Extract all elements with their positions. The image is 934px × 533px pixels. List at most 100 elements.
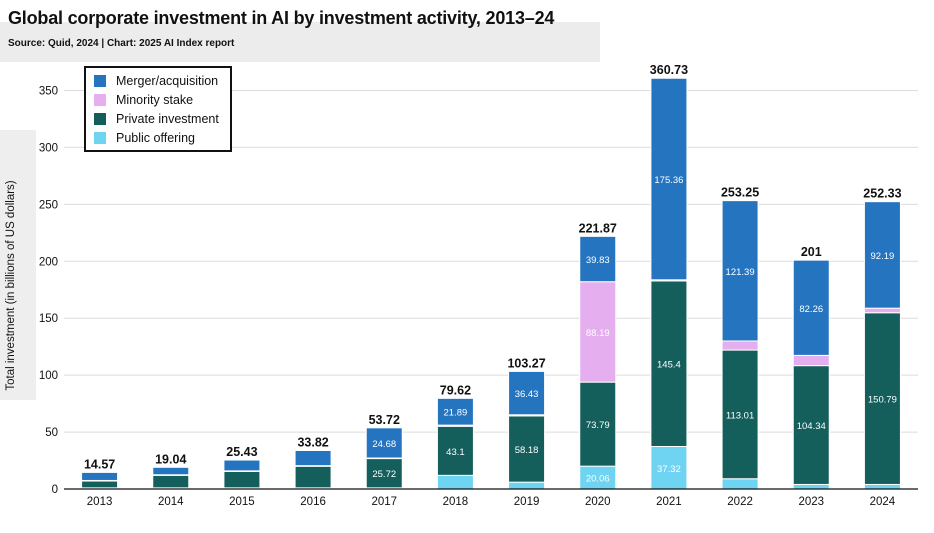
chart-source: Source: Quid, 2024 | Chart: 2025 AI Inde… [8,38,235,49]
legend-item-public: Public offering [94,129,195,147]
bar-total-label: 79.62 [440,383,471,397]
y-axis-label-band [0,130,36,400]
legend-item-private: Private investment [94,110,219,128]
bar-total-label: 360.73 [650,63,688,77]
bar-segment-label: 82.26 [799,304,823,315]
x-tick-label: 2023 [798,496,824,508]
bar-total-label: 252.33 [863,187,901,201]
bar-segment [152,474,190,489]
bar-segment-label: 24.68 [372,439,396,450]
bar-segment [863,312,901,485]
bar-total-label: 253.25 [721,186,759,200]
bar-segment [792,483,830,490]
x-tick-label: 2024 [870,496,896,508]
bar-total-label: 53.72 [369,413,400,427]
bar-segment [365,427,403,459]
bar-segment-label: 92.19 [871,251,895,262]
bar-segment [294,465,332,489]
bar-segment [863,483,901,490]
bar-segment [650,77,688,281]
bar-total-label: 25.43 [226,445,257,459]
bar-segment [579,281,617,383]
bar-segment [294,449,332,467]
bar-segment-label: 175.36 [654,175,683,186]
y-tick-label: 250 [39,199,58,211]
bar-segment-label: 104.34 [797,421,826,432]
y-tick-label: 50 [45,427,58,439]
bar-segment [365,458,403,489]
bar-segment [792,259,830,356]
legend-swatch-merger [94,75,106,87]
legend-item-minority: Minority stake [94,91,193,109]
bar-segment [436,474,474,490]
bar-segment-label: 21.89 [444,408,468,419]
bar-segment-label: 20.06 [586,474,610,485]
legend-swatch-minority [94,94,106,106]
bar-segment [863,307,901,314]
bar-segment-label: 39.83 [586,255,610,266]
x-tick-label: 2015 [229,496,255,508]
legend-label-minority: Minority stake [116,93,194,107]
bar-segment-label: 36.43 [515,389,539,400]
bar-total-label: 103.27 [507,356,545,370]
x-tick-label: 2017 [371,496,397,508]
x-tick-label: 2018 [443,496,469,508]
source-band [0,22,600,62]
legend-swatch-public [94,132,106,144]
bar-segment [223,470,261,489]
y-axis-label: Total investment (in billions of US doll… [5,180,17,390]
y-tick-label: 200 [39,256,58,268]
bar-segment [721,478,759,490]
y-tick-label: 150 [39,313,58,325]
bar-segment [579,235,617,283]
chart-title: Global corporate investment in AI by inv… [8,8,555,28]
bar-segment [721,340,759,351]
bar-segment [152,466,190,476]
bar-segment-label: 73.79 [586,420,610,431]
y-tick-label: 100 [39,370,58,382]
x-tick-label: 2021 [656,496,682,508]
bar-segment [81,480,119,489]
bar-segment [508,415,546,483]
bar-total-label: 14.57 [84,457,115,471]
bar-segment-label: 113.01 [726,410,754,421]
bar-segment-label: 25.72 [372,469,396,480]
legend-item-merger: Merger/acquisition [94,72,218,90]
bar-segment-label: 37.32 [657,464,681,475]
bar-segment [650,280,688,448]
x-tick-label: 2020 [585,496,611,508]
legend-label-merger: Merger/acquisition [116,74,219,88]
bar-segment [721,200,759,342]
bar-segment-label: 145.4 [657,360,681,371]
bar-segment [81,471,119,481]
legend-label-private: Private investment [116,112,219,126]
bar-segment [863,201,901,309]
bar-segment-label: 150.79 [868,395,897,406]
legend-swatch-private [94,113,106,125]
y-tick-label: 350 [39,85,58,97]
bar-segment [508,481,546,490]
bar-segment-label: 121.39 [726,267,755,278]
x-tick-label: 2013 [87,496,113,508]
bar-total-label: 201 [801,245,822,259]
bar-segment [436,425,474,476]
bar-segment [579,381,617,467]
bar-segment [223,459,261,472]
bar-segment [436,397,474,426]
x-tick-label: 2022 [727,496,753,508]
x-tick-label: 2019 [514,496,540,508]
bar-segment [792,354,830,367]
legend-label-public: Public offering [116,131,195,145]
bar-segment [792,365,830,485]
bar-segment-label: 58.18 [515,445,539,456]
bar-total-label: 19.04 [155,452,186,466]
x-tick-label: 2016 [300,496,326,508]
bar-segment-label: 43.1 [446,447,465,458]
chart-legend: Merger/acquisition Minority stake Privat… [84,66,232,152]
y-tick-label: 300 [39,142,58,154]
bar-segment [508,370,546,416]
x-tick-label: 2014 [158,496,184,508]
bar-total-label: 221.87 [579,221,617,235]
bar-segment-label: 88.19 [586,328,610,339]
